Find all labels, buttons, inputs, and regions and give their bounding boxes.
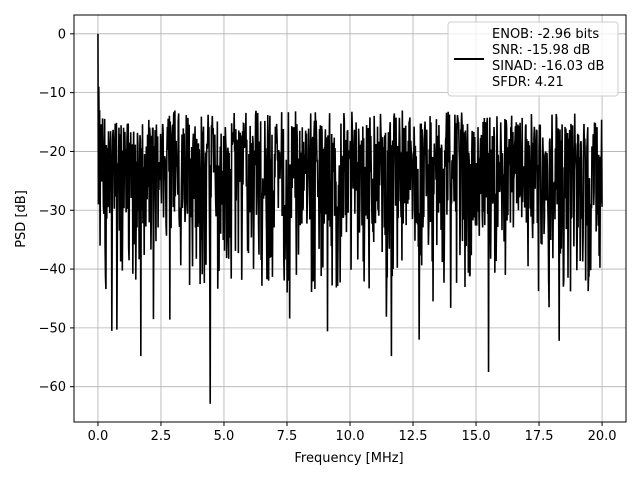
x-tick-label: 15.0 [462, 429, 491, 444]
y-tick-label: −10 [39, 86, 66, 101]
y-tick-label: −20 [39, 145, 66, 160]
x-tick-label: 7.5 [277, 429, 298, 444]
y-axis-label: PSD [dB] [14, 190, 29, 248]
x-tick-label: 12.5 [399, 429, 428, 444]
x-tick-label: 0.0 [88, 429, 109, 444]
x-tick-label: 17.5 [525, 429, 554, 444]
y-tick-label: −40 [39, 263, 66, 278]
y-tick-label: −50 [39, 321, 66, 336]
y-tick-label: −30 [39, 204, 66, 219]
y-tick-label: 0 [58, 27, 66, 42]
x-tick-label: 2.5 [151, 429, 172, 444]
y-axis: 0 −10 −20 −30 −40 −50 −60 [39, 27, 74, 395]
x-axis: 0.0 2.5 5.0 7.5 10.0 12.5 15.0 17.5 20.0 [88, 422, 617, 444]
legend-snr: SNR: -15.98 dB [492, 43, 590, 58]
legend-sfdr: SFDR: 4.21 [492, 75, 564, 90]
plot-area [97, 33, 603, 404]
y-tick-label: −60 [39, 380, 66, 395]
x-tick-label: 5.0 [214, 429, 235, 444]
legend-sinad: SINAD: -16.03 dB [492, 59, 604, 74]
psd-series-line [97, 33, 603, 404]
legend: ENOB: -2.96 bits SNR: -15.98 dB SINAD: -… [447, 21, 619, 97]
x-axis-label: Frequency [MHz] [294, 451, 403, 466]
legend-box [447, 21, 619, 97]
legend-enob: ENOB: -2.96 bits [492, 27, 599, 42]
x-tick-label: 10.0 [336, 429, 365, 444]
x-tick-label: 20.0 [588, 429, 617, 444]
